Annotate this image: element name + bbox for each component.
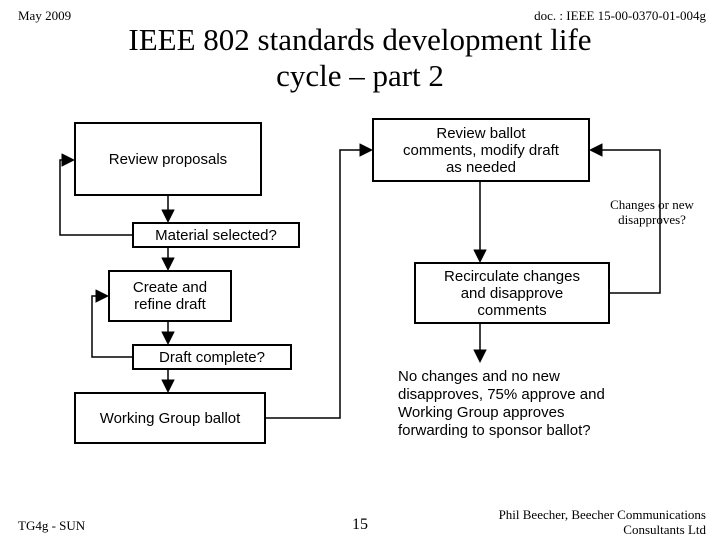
node-draft-complete: Draft complete? bbox=[132, 344, 292, 370]
title-line-1: IEEE 802 standards development life bbox=[128, 22, 591, 57]
node-recirculate-changes: Recirculate changesand disapprovecomment… bbox=[414, 262, 610, 324]
title-line-2: cycle – part 2 bbox=[276, 58, 444, 93]
node-review-ballot-comments: Review ballotcomments, modify draftas ne… bbox=[372, 118, 590, 182]
node-material-selected: Material selected? bbox=[132, 222, 300, 248]
note-no-changes: No changes and no newdisapproves, 75% ap… bbox=[398, 368, 658, 440]
footer-right: Phil Beecher, Beecher CommunicationsCons… bbox=[499, 508, 706, 538]
note-changes-or-new-disapproves: Changes or newdisapproves? bbox=[592, 198, 712, 228]
page-title: IEEE 802 standards development life cycl… bbox=[0, 22, 720, 93]
node-review-proposals: Review proposals bbox=[74, 122, 262, 196]
node-working-group-ballot: Working Group ballot bbox=[74, 392, 266, 444]
node-create-refine-draft: Create andrefine draft bbox=[108, 270, 232, 322]
